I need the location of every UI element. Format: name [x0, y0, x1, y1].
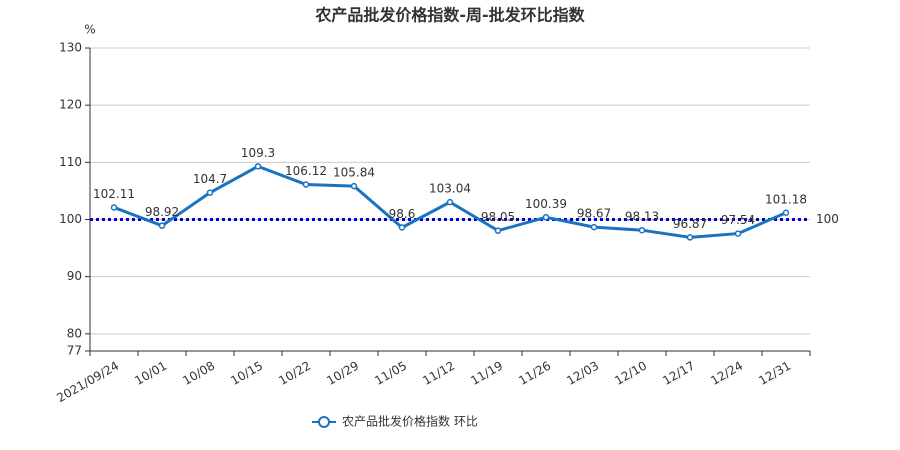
x-tick-label: 11/19: [468, 359, 505, 388]
x-tick-label: 11/05: [372, 359, 409, 388]
value-label: 98.92: [145, 205, 179, 219]
legend-label: 农产品批发价格指数 环比: [342, 414, 478, 429]
value-label: 104.7: [193, 172, 227, 186]
x-tick-label: 11/26: [516, 359, 553, 388]
legend-marker: [318, 416, 330, 428]
point: [110, 204, 118, 211]
value-label: 96.87: [673, 217, 707, 231]
x-tick-label: 12/31: [756, 359, 793, 388]
point: [350, 182, 358, 190]
y-tick-label: 100: [59, 212, 82, 226]
x-tick-label: 12/24: [708, 359, 745, 388]
chart-title: 农产品批发价格指数-周-批发环比指数: [314, 6, 585, 25]
x-tick-label: 10/15: [228, 359, 265, 388]
value-label: 98.67: [577, 207, 611, 221]
point: [494, 227, 502, 234]
value-label: 103.04: [429, 182, 471, 196]
point: [542, 214, 550, 221]
point: [782, 209, 790, 217]
value-label: 98.6: [389, 207, 416, 221]
value-label: 105.84: [333, 166, 375, 180]
x-tick-label: 10/01: [132, 359, 169, 388]
value-label: 106.12: [285, 164, 327, 178]
x-tick-label: 10/22: [276, 359, 313, 388]
value-label: 98.05: [481, 210, 515, 224]
point: [590, 223, 598, 231]
value-label: 102.11: [93, 187, 135, 201]
point: [158, 222, 166, 229]
reference-label: 100: [816, 212, 839, 226]
point: [254, 163, 262, 170]
value-label: 98.13: [625, 210, 659, 224]
y-tick-label: 130: [59, 41, 82, 55]
y-tick-label: 90: [67, 269, 82, 283]
y-tick-label: 77: [67, 344, 82, 358]
value-label: 101.18: [765, 192, 807, 206]
value-label: 97.54: [721, 213, 755, 227]
value-label: 100.39: [525, 197, 567, 211]
point: [302, 181, 310, 188]
point: [686, 234, 694, 241]
point: [398, 224, 406, 231]
point: [638, 226, 646, 234]
point: [206, 189, 214, 196]
x-tick-label: 2021/09/24: [54, 359, 121, 406]
x-tick-label: 11/12: [420, 359, 457, 388]
x-tick-label: 10/29: [324, 359, 361, 388]
value-label: 109.3: [241, 146, 275, 160]
y-tick-label: 80: [67, 326, 82, 340]
x-tick-label: 12/03: [564, 359, 601, 388]
x-tick-label: 12/17: [660, 359, 697, 388]
point: [734, 230, 742, 237]
x-tick-label: 10/08: [180, 359, 217, 388]
x-tick-label: 12/10: [612, 359, 649, 388]
point: [446, 198, 454, 206]
y-tick-label: 110: [59, 155, 82, 169]
y-tick-label: 120: [59, 98, 82, 112]
y-unit: %: [84, 23, 95, 37]
